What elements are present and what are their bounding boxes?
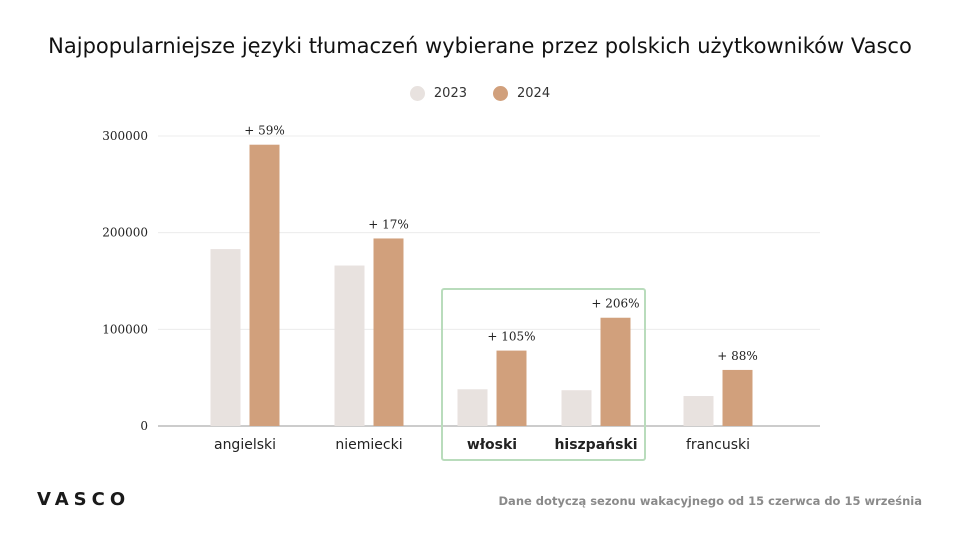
category-label-hiszpański: hiszpański xyxy=(554,437,637,453)
data-label-niemiecki: + 17% xyxy=(368,217,409,231)
y-tick-label: 300000 xyxy=(102,129,148,143)
data-label-hiszpański: + 206% xyxy=(591,297,639,311)
legend-swatch-2024 xyxy=(493,86,508,101)
legend-item-2024: 2024 xyxy=(493,86,550,101)
category-label-francuski: francuski xyxy=(686,437,750,453)
bar-2024-francuski xyxy=(722,369,753,426)
data-label-angielski: + 59% xyxy=(244,124,285,138)
legend-swatch-2023 xyxy=(409,86,425,101)
bar-2023-hiszpański xyxy=(561,390,592,426)
bar-2023-francuski xyxy=(683,396,714,426)
footnote: Dane dotyczą sezonu wakacyjnego od 15 cz… xyxy=(498,494,922,508)
y-tick-label: 200000 xyxy=(102,226,148,240)
bar-2023-niemiecki xyxy=(334,265,365,426)
legend-label-2023: 2023 xyxy=(433,86,467,101)
legend-item-2023: 2023 xyxy=(409,86,467,101)
category-label-angielski: angielski xyxy=(214,437,276,453)
chart-title: Najpopularniejsze języki tłumaczeń wybie… xyxy=(48,34,912,58)
bar-2024-niemiecki xyxy=(373,238,404,426)
vasco-logo: VASCO xyxy=(37,489,131,510)
data-label-włoski: + 105% xyxy=(487,330,535,344)
data-label-francuski: + 88% xyxy=(717,349,758,363)
y-tick-label: 0 xyxy=(140,419,148,433)
category-label-włoski: włoski xyxy=(467,437,517,453)
bar-2023-włoski xyxy=(457,389,488,426)
highlight-box xyxy=(441,288,646,461)
bar-2024-włoski xyxy=(496,350,527,426)
bar-2024-angielski xyxy=(249,144,280,426)
bar-2024-hiszpański xyxy=(600,317,631,426)
y-tick-label: 100000 xyxy=(102,322,148,336)
bar-2023-angielski xyxy=(210,249,241,426)
legend-label-2024: 2024 xyxy=(517,86,551,101)
legend: 2023 2024 xyxy=(0,86,960,101)
category-label-niemiecki: niemiecki xyxy=(335,437,402,453)
